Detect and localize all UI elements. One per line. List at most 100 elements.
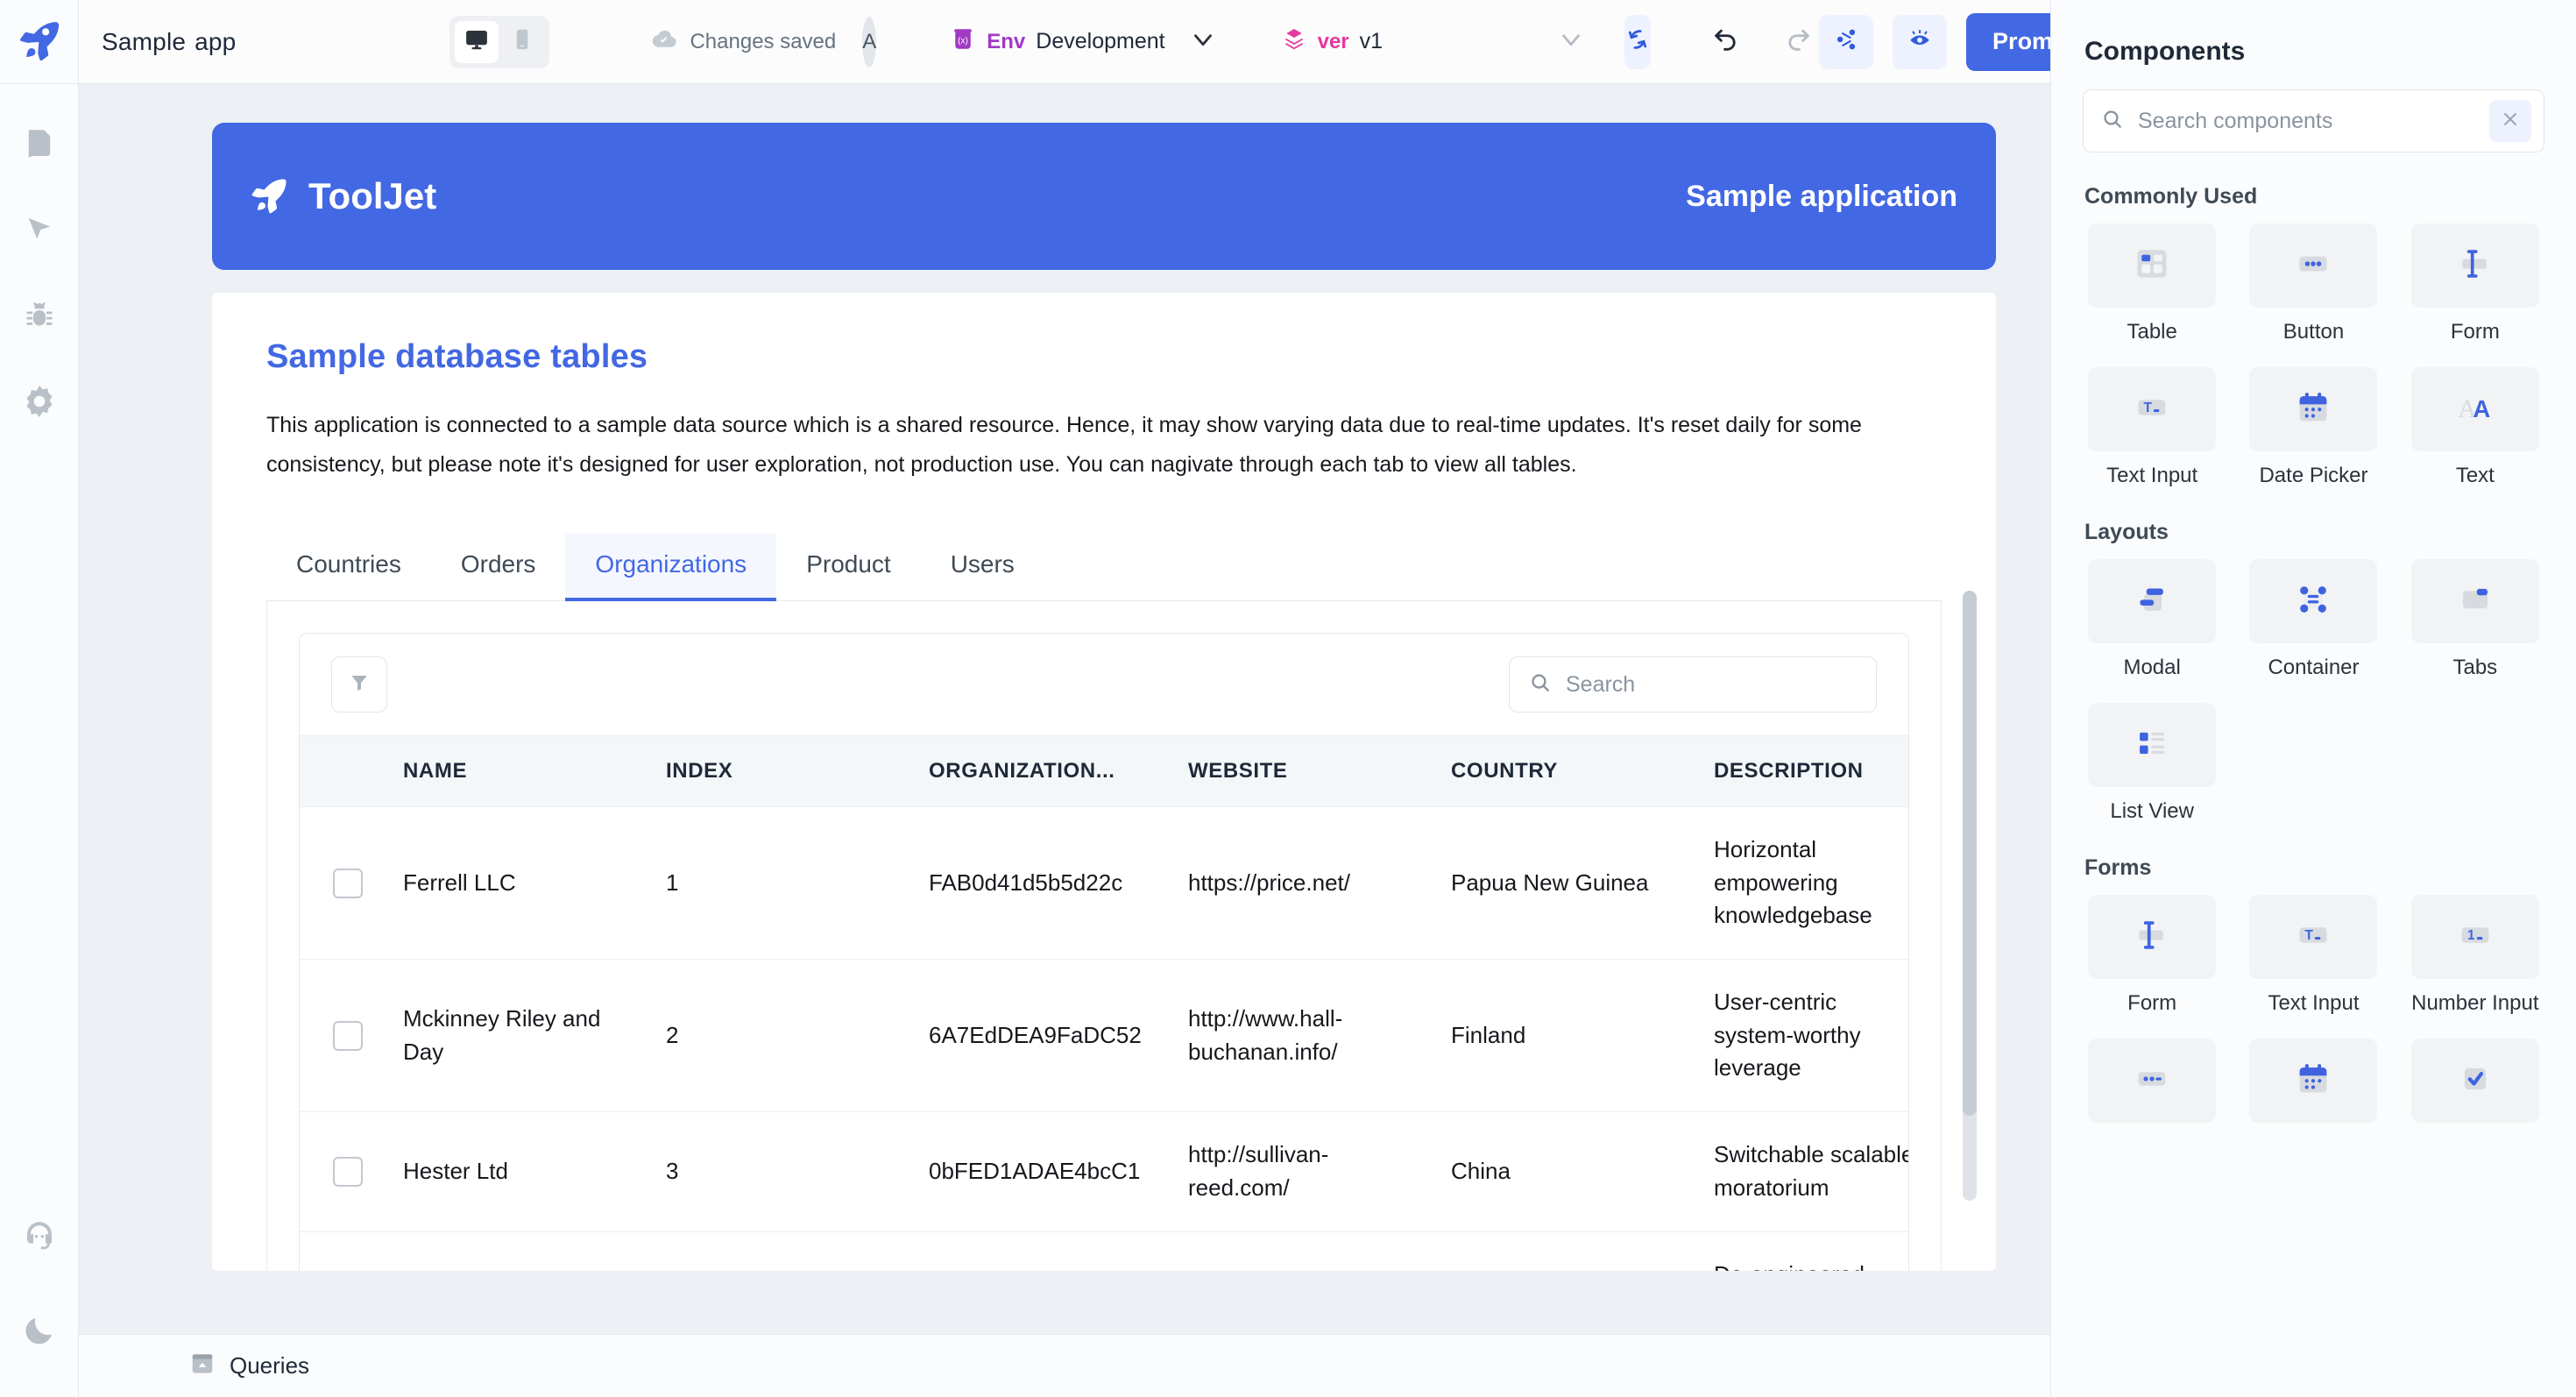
component-search-box[interactable] (2083, 89, 2544, 152)
form-component-icon (2456, 245, 2495, 287)
banner-title: ToolJet (308, 175, 437, 216)
avatar[interactable]: A (862, 16, 877, 67)
sidebar-item-inspector[interactable] (15, 207, 64, 256)
component-number-input[interactable]: 1 Number Input (2406, 895, 2544, 1016)
canvas-scrollbar[interactable] (1963, 591, 1977, 1201)
container-component-icon (2294, 580, 2332, 623)
tab-countries[interactable]: Countries (296, 550, 401, 578)
row-checkbox-cell[interactable] (300, 1111, 391, 1232)
environment-selector[interactable]: (x) Env Development (950, 25, 1217, 59)
component-search-input[interactable] (2138, 108, 2475, 134)
sidebar-item-theme-toggle[interactable] (15, 1308, 64, 1357)
row-checkbox-cell[interactable] (300, 1231, 391, 1271)
component-password-input[interactable] (2083, 1039, 2221, 1135)
refresh-button[interactable] (1624, 14, 1652, 69)
row-checkbox-cell[interactable] (300, 806, 391, 961)
queries-label: Queries (230, 1352, 310, 1379)
component-number-input-icon-box: 1 (2410, 895, 2539, 979)
tab-users[interactable]: Users (950, 550, 1015, 578)
component-table[interactable]: Table (2083, 223, 2221, 344)
close-x-icon (2501, 110, 2520, 133)
sidebar-item-settings[interactable] (15, 379, 64, 428)
cell-description: User-centric system-worthy leverage (1702, 959, 1908, 1113)
undo-button[interactable] (1705, 21, 1747, 63)
component-form-2-icon-box (2088, 895, 2217, 979)
table-search-box[interactable] (1509, 656, 1877, 713)
queries-panel-toggle[interactable]: Queries (79, 1334, 2050, 1397)
component-text-input-2-label: Text Input (2268, 991, 2360, 1015)
table-row[interactable]: Hester Ltd 3 0bFED1ADAE4bcC1 http://sull… (300, 1111, 1908, 1232)
th-country[interactable]: COUNTRY (1439, 735, 1702, 807)
component-text-input-2-icon-box: T (2249, 895, 2378, 979)
filter-funnel-icon (348, 671, 371, 698)
row-checkbox[interactable] (333, 1020, 363, 1051)
share-button[interactable] (1819, 14, 1874, 69)
component-text-input[interactable]: T Text Input (2083, 367, 2221, 488)
app-title[interactable]: Sample app (102, 28, 236, 56)
table-row[interactable]: Mckinney Riley and Day 2 6A7EdDEA9FaDC52… (300, 959, 1908, 1113)
tab-orders[interactable]: Orders (460, 550, 536, 578)
th-description[interactable]: DESCRIPTION (1702, 735, 1908, 807)
th-select[interactable] (300, 735, 391, 807)
tooljet-logo[interactable] (0, 0, 78, 84)
component-modal[interactable]: Modal (2083, 559, 2221, 680)
component-container-label: Container (2268, 656, 2360, 679)
component-date-picker-2[interactable] (2244, 1039, 2382, 1135)
table-row[interactable]: Ferrell LLC 1 FAB0d41d5b5d22c https://pr… (300, 806, 1908, 961)
component-checkbox-icon-box (2410, 1039, 2539, 1123)
sidebar-bottom-nav (15, 1213, 64, 1397)
number-input-component-icon: 1 (2456, 916, 2495, 959)
th-index[interactable]: INDEX (654, 735, 916, 807)
component-button[interactable]: Button (2244, 223, 2382, 344)
component-form-2[interactable]: Form (2083, 895, 2221, 1016)
sidebar-item-pages[interactable] (15, 121, 64, 170)
table-search-input[interactable] (1566, 671, 1857, 698)
text-input-component-icon: T (2133, 388, 2171, 431)
component-list-view[interactable]: List View (2083, 703, 2221, 824)
component-date-picker[interactable]: Date Picker (2244, 367, 2382, 488)
component-checkbox[interactable] (2406, 1039, 2544, 1135)
canvas-scrollbar-thumb[interactable] (1963, 591, 1977, 1116)
tab-panel-organizations: NAME INDEX ORGANIZATION... WEBSITE COUNT… (266, 601, 1942, 1271)
th-name[interactable]: NAME (391, 735, 654, 807)
row-checkbox-cell[interactable] (300, 959, 391, 1113)
component-text-input-2[interactable]: T Text Input (2244, 895, 2382, 1016)
chevron-down-icon (1188, 25, 1218, 59)
text-component-icon: A A (2456, 388, 2495, 431)
date-picker-component-icon (2294, 1060, 2332, 1103)
tab-organizations[interactable]: Organizations (565, 533, 777, 601)
rocket-icon (249, 174, 289, 219)
th-organization-id[interactable]: ORGANIZATION... (916, 735, 1176, 807)
device-mode-toggle[interactable] (449, 15, 550, 68)
sidebar-item-debugger[interactable] (15, 293, 64, 342)
th-website[interactable]: WEBSITE (1176, 735, 1439, 807)
table-row[interactable]: Holder-Sellers 4 2bFC1Be8a4ce42f https:/… (300, 1231, 1908, 1271)
row-checkbox[interactable] (333, 868, 363, 898)
component-form[interactable]: Form (2406, 223, 2544, 344)
cell-organization-id: 0bFED1ADAE4bcC1 (916, 1111, 1176, 1232)
component-tabs[interactable]: Tabs (2406, 559, 2544, 680)
cell-country: Papua New Guinea (1439, 806, 1702, 961)
sidebar-item-support[interactable] (15, 1213, 64, 1262)
tab-product[interactable]: Product (806, 550, 891, 578)
desktop-mode-button[interactable] (455, 20, 499, 63)
preview-button[interactable] (1893, 14, 1948, 69)
modal-component-icon (2133, 580, 2171, 623)
cell-index: 4 (654, 1231, 916, 1271)
mobile-mode-button[interactable] (500, 21, 544, 63)
row-checkbox[interactable] (333, 1156, 363, 1187)
cell-name: Holder-Sellers (391, 1231, 654, 1271)
component-button-label: Button (2282, 320, 2345, 344)
chevron-down-icon (1556, 25, 1586, 59)
component-container[interactable]: Container (2244, 559, 2382, 680)
content-panel-inner: Sample database tables This application … (212, 293, 1996, 1271)
version-selector[interactable]: ver v1 (1281, 25, 1586, 59)
component-tabs-icon-box (2410, 559, 2539, 643)
component-text[interactable]: A A Text (2406, 367, 2544, 488)
redo-button[interactable] (1777, 21, 1819, 63)
cell-country: China (1439, 1111, 1702, 1232)
filter-button[interactable] (331, 656, 387, 713)
clear-search-button[interactable] (2489, 100, 2531, 142)
cell-index: 3 (654, 1111, 916, 1232)
